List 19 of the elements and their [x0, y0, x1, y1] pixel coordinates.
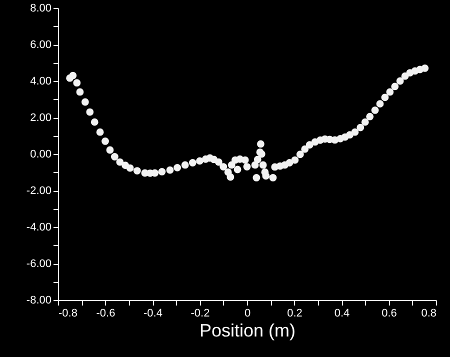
x-tick-label: -0.6 — [96, 308, 116, 320]
y-tick-label: -6.00 — [26, 258, 52, 270]
y-tick-label: 0.00 — [30, 148, 52, 160]
x-tick-label: -0.8 — [58, 308, 78, 320]
y-tick-label: -4.00 — [26, 222, 52, 234]
y-tick-label: -8.00 — [26, 294, 52, 306]
y-tick-label: 4.00 — [30, 76, 52, 88]
y-tick-label: 8.00 — [30, 2, 52, 14]
y-tick-label: 6.00 — [30, 39, 52, 51]
y-tick-label: 2.00 — [30, 112, 52, 124]
x-axis-title: Position (m) — [199, 320, 296, 340]
x-tick-label: 0.2 — [287, 308, 302, 320]
x-tick-label: 0.8 — [421, 308, 436, 320]
x-tick-label: 0.4 — [334, 308, 350, 320]
x-tick-label: -0.4 — [144, 308, 162, 320]
x-tick-label: 0 — [244, 308, 251, 320]
y-tick-label: -2.00 — [26, 185, 52, 197]
x-tick-label: 0.6 — [382, 308, 397, 320]
x-tick-label: -0.2 — [190, 308, 210, 320]
